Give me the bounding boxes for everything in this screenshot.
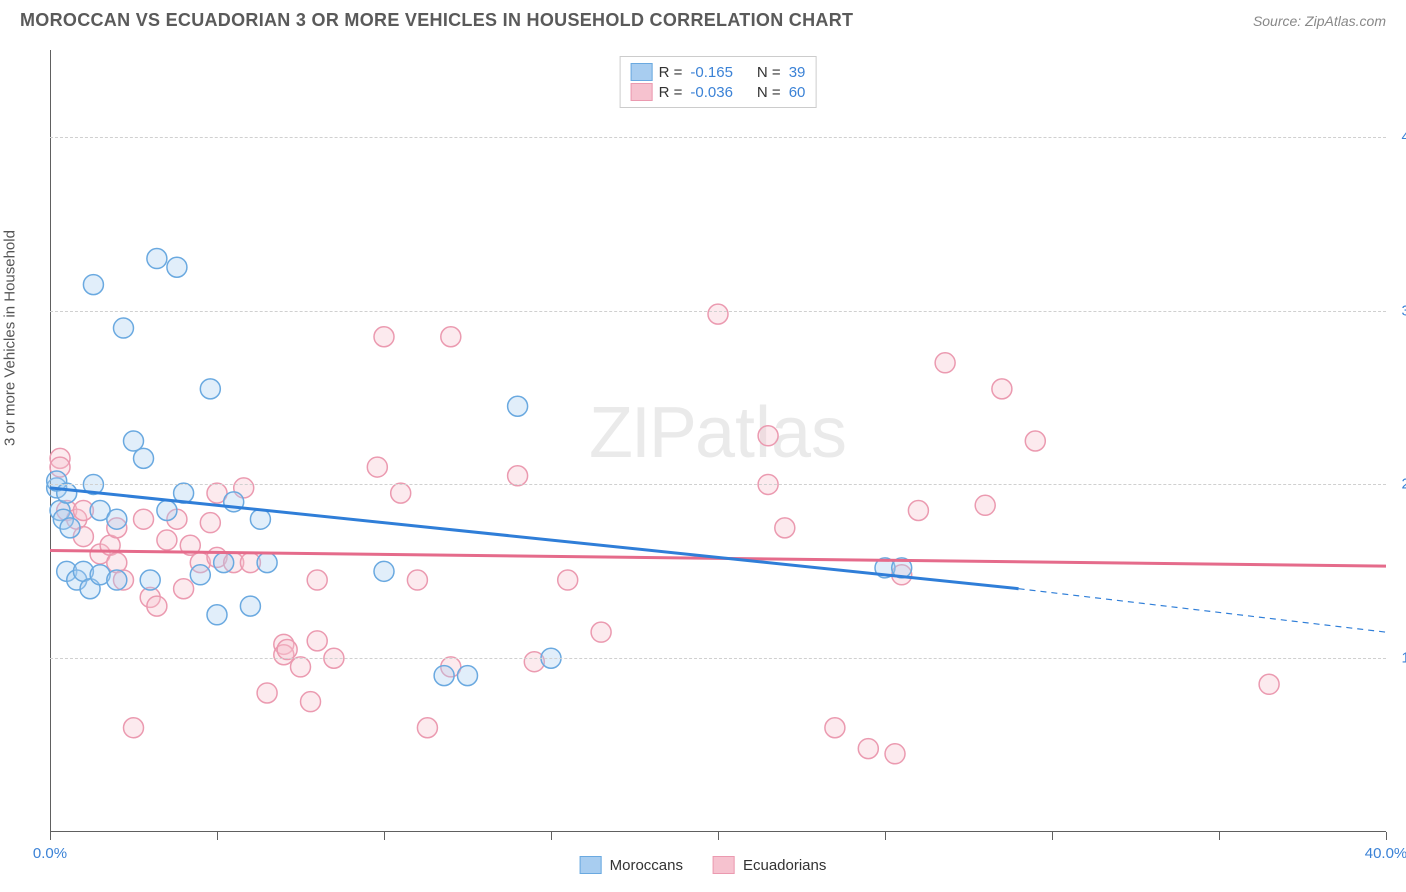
legend-item-ecuadorians: Ecuadorians <box>713 856 826 874</box>
y-axis-label: 3 or more Vehicles in Household <box>2 230 19 446</box>
y-tick-label: 40.0% <box>1401 128 1406 145</box>
chart-area: ZIPatlas R = -0.165 N = 39 R = -0.036 N … <box>50 50 1386 832</box>
scatter-plot <box>50 50 1386 832</box>
swatch-moroccans-icon <box>580 856 602 874</box>
swatch-ecuadorians-icon <box>713 856 735 874</box>
x-tick-label: 0.0% <box>33 845 67 862</box>
legend-row-ecuadorians: R = -0.036 N = 60 <box>631 82 806 102</box>
x-tick-label: 40.0% <box>1365 845 1406 862</box>
legend-row-moroccans: R = -0.165 N = 39 <box>631 62 806 82</box>
correlation-legend: R = -0.165 N = 39 R = -0.036 N = 60 <box>620 56 817 108</box>
legend-item-moroccans: Moroccans <box>580 856 683 874</box>
swatch-ecuadorians <box>631 83 653 101</box>
chart-header: MOROCCAN VS ECUADORIAN 3 OR MORE VEHICLE… <box>0 0 1406 37</box>
y-tick-label: 20.0% <box>1401 476 1406 493</box>
chart-title: MOROCCAN VS ECUADORIAN 3 OR MORE VEHICLE… <box>20 10 853 31</box>
y-tick-label: 10.0% <box>1401 650 1406 667</box>
y-tick-label: 30.0% <box>1401 302 1406 319</box>
series-legend: Moroccans Ecuadorians <box>580 856 827 874</box>
chart-source: Source: ZipAtlas.com <box>1253 13 1386 29</box>
swatch-moroccans <box>631 63 653 81</box>
